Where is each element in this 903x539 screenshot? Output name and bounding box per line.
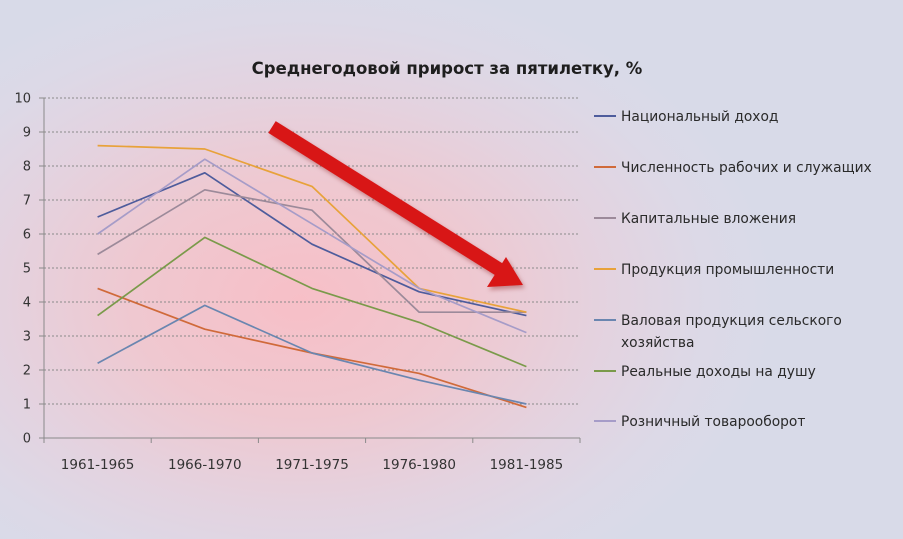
legend-label-4: Валовая продукция сельского хозяйства (621, 313, 842, 351)
trend-arrow-shaft (268, 121, 504, 276)
legend-label-1: Численность рабочих и служащих (621, 160, 872, 176)
legend-label-5: Реальные доходы на душу (621, 364, 816, 380)
x-tick-label: 1971-1975 (275, 457, 349, 473)
y-tick-label: 7 (23, 194, 31, 209)
y-tick-label: 8 (23, 160, 31, 175)
y-tick-label: 4 (23, 296, 31, 311)
y-tick-label: 10 (14, 92, 31, 107)
y-tick-label: 1 (23, 398, 31, 413)
x-tick-label: 1961-1965 (61, 457, 135, 473)
y-tick-label: 0 (23, 432, 31, 447)
trend-arrow (268, 121, 523, 287)
x-axis: 1961-1965 1966-1970 1971-1975 1976-1980 1981… (43, 437, 581, 473)
y-axis: 0 1 2 3 4 5 6 7 8 9 10 (14, 92, 45, 447)
series-line-6 (97, 158, 527, 334)
trend-arrow-head (487, 257, 523, 287)
series-line-3 (97, 144, 527, 314)
x-tick-label: 1976-1980 (382, 457, 456, 473)
series-lines (97, 144, 527, 409)
y-tick-label: 3 (23, 330, 31, 345)
x-tick-label: 1966-1970 (168, 457, 242, 473)
legend-label-0: Национальный доход (621, 109, 778, 125)
legend-label-2: Капитальные вложения (621, 211, 796, 227)
series-line-5 (97, 236, 527, 368)
series-line-4 (97, 304, 527, 405)
x-tick-label: 1981-1985 (490, 457, 564, 473)
chart-title: Среднегодовой прирост за пятилетку, % (252, 59, 643, 78)
series-line-0 (97, 171, 527, 317)
y-tick-label: 6 (23, 228, 31, 243)
y-tick-label: 2 (23, 364, 31, 379)
legend: Национальный доход Численность рабочих и … (594, 109, 872, 430)
y-tick-label: 9 (23, 126, 31, 141)
legend-label-6: Розничный товарооборот (621, 414, 805, 430)
series-line-2 (97, 188, 527, 314)
y-tick-label: 5 (23, 262, 31, 277)
legend-label-3: Продукция промышленности (621, 262, 834, 278)
